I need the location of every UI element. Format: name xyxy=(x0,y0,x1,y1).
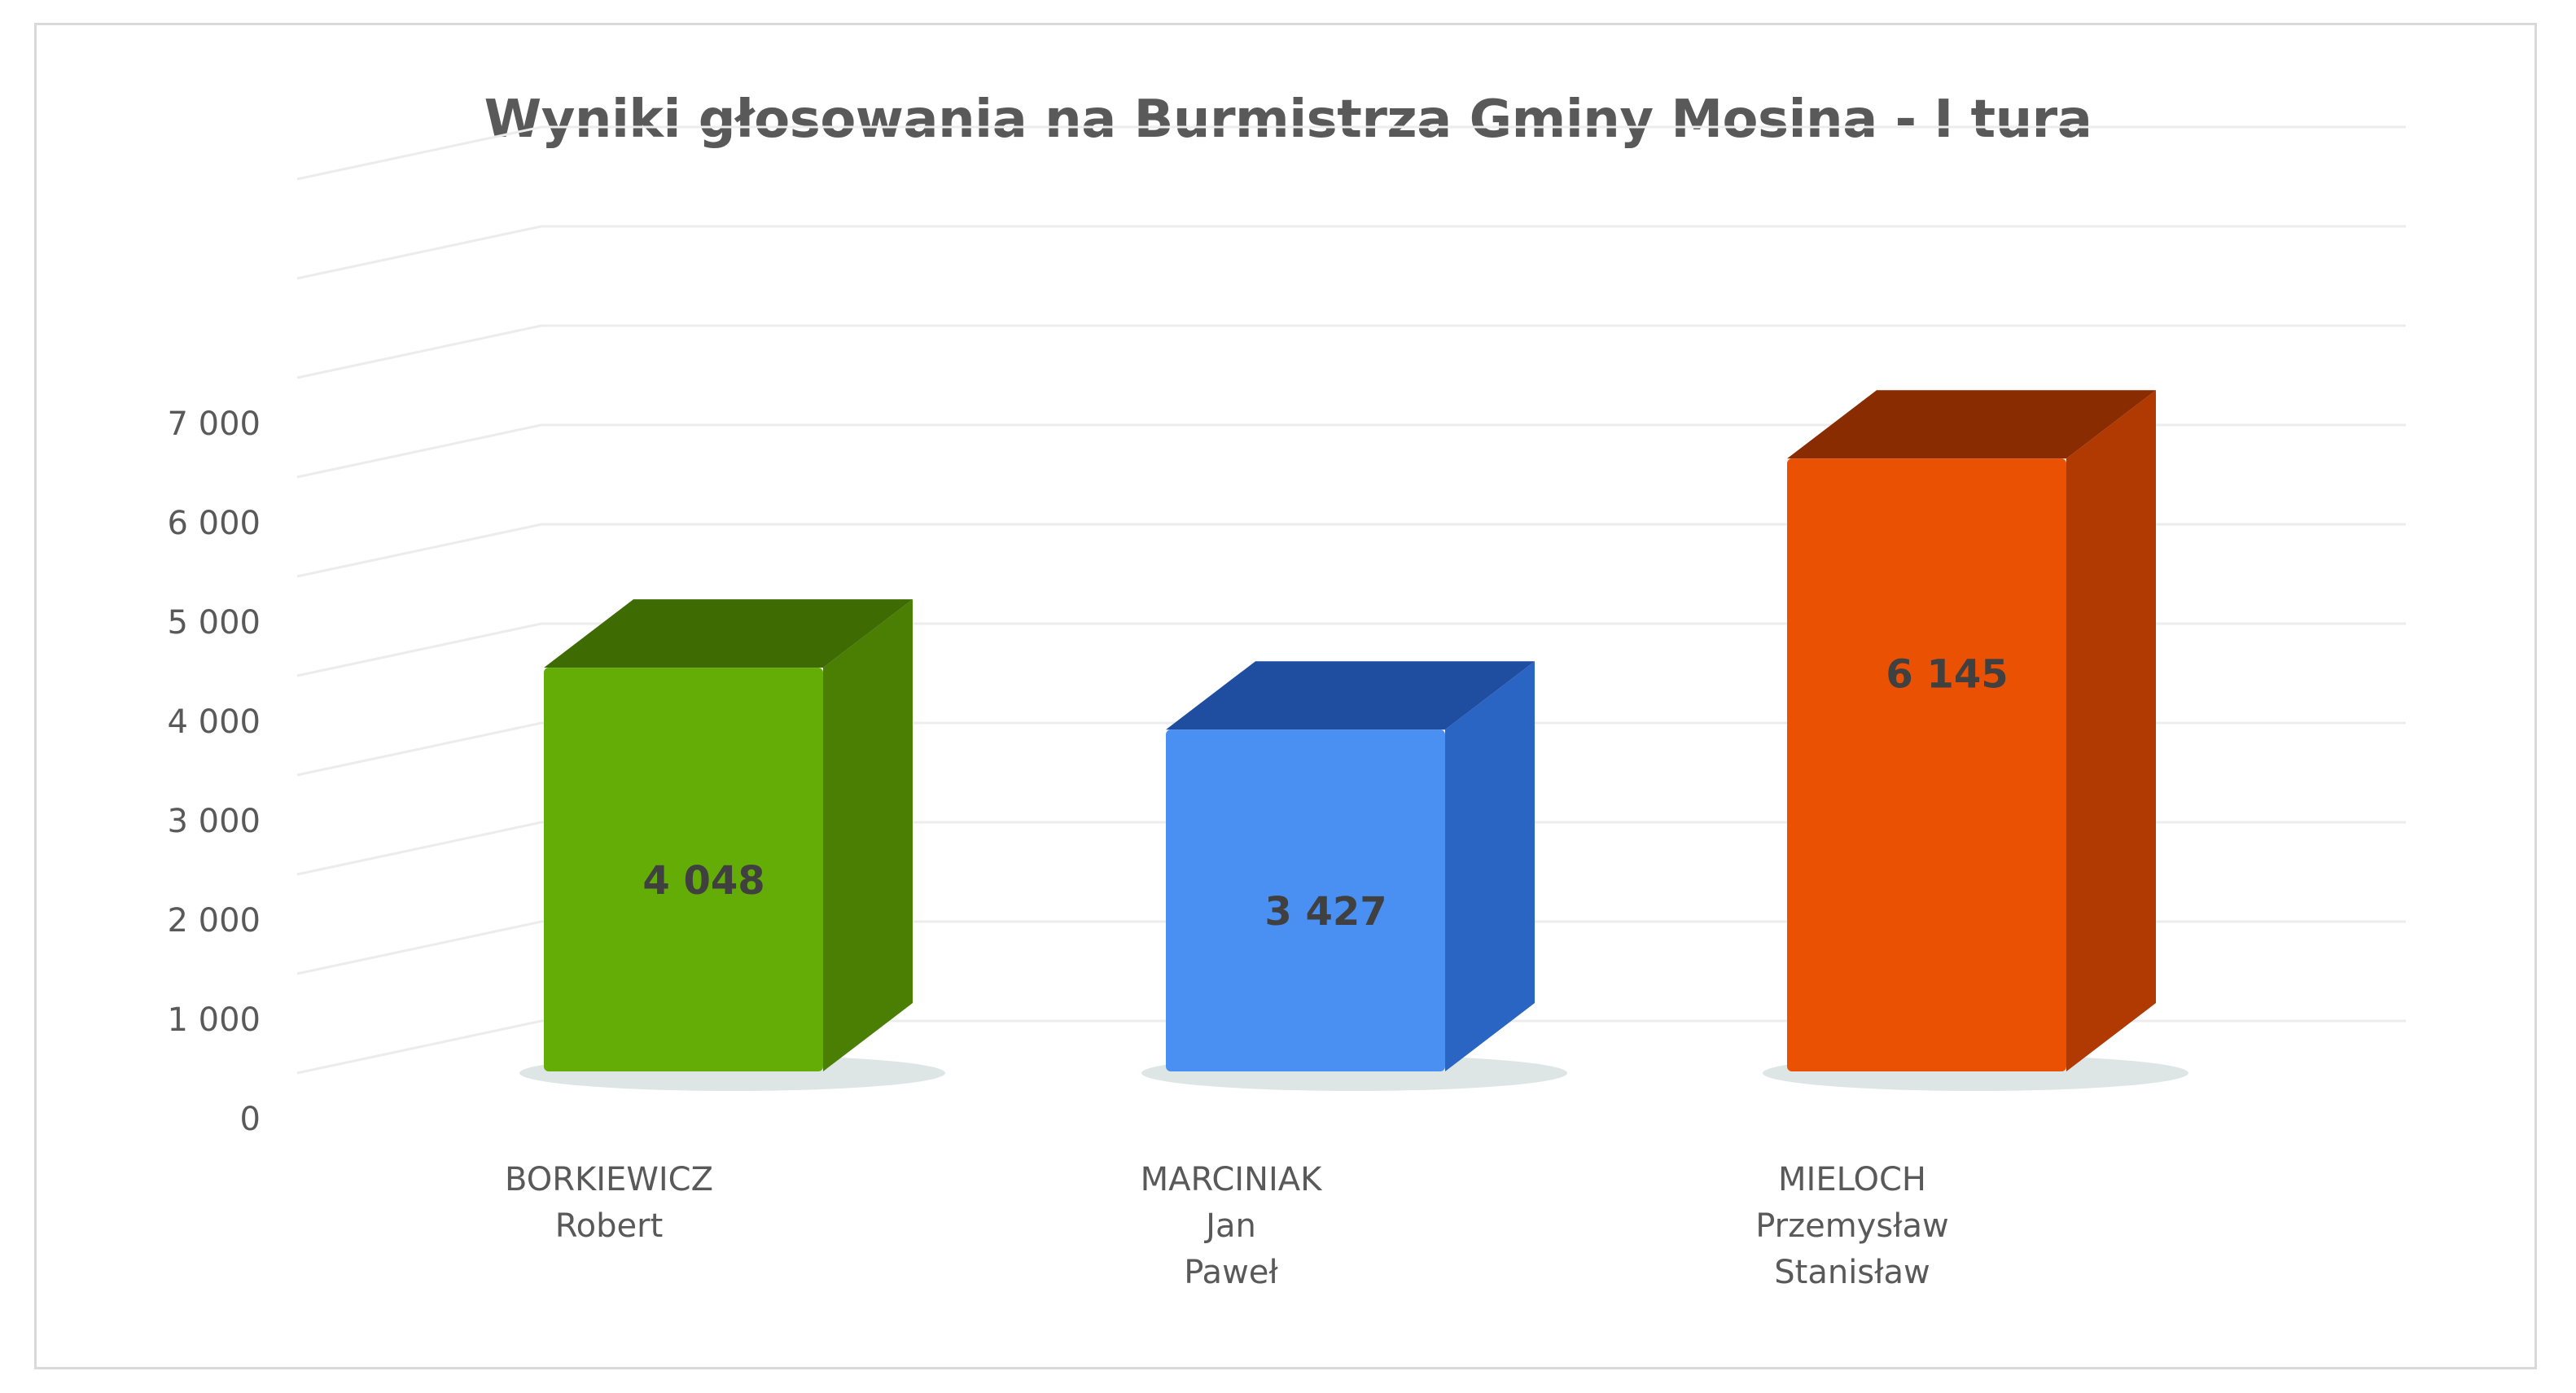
gridline-diagonal xyxy=(296,821,542,876)
bar-front xyxy=(1787,458,2066,1071)
y-tick-label: 2 000 xyxy=(167,902,261,940)
bar-2: 3 427 xyxy=(1141,661,1567,1091)
bar-side xyxy=(1445,661,1535,1071)
category-label: Przemysław xyxy=(1755,1207,1949,1245)
y-tick-label: 4 000 xyxy=(167,703,261,741)
y-axis-ticks: 0 1 000 2 000 3 000 4 000 5 000 6 000 7 000 xyxy=(167,405,261,1138)
bar-top xyxy=(1166,661,1535,730)
bar-value-label: 6 145 xyxy=(1886,652,2008,698)
y-tick-label: 3 000 xyxy=(167,803,261,840)
bars: 4 048 3 427 6 145 xyxy=(519,390,2188,1091)
bar-3: 6 145 xyxy=(1763,390,2188,1091)
bar-top xyxy=(544,599,913,668)
gridline-diagonal xyxy=(296,1019,542,1075)
gridline-diagonal xyxy=(296,523,542,578)
chart-title: Wyniki głosowania na Burmistrza Gminy Mo… xyxy=(484,90,2092,150)
category-label: BORKIEWICZ xyxy=(505,1161,713,1198)
y-tick-label: 5 000 xyxy=(167,604,261,642)
gridline-diagonal xyxy=(296,920,542,975)
gridline-diagonal xyxy=(296,622,542,677)
category-label: MARCINIAK xyxy=(1141,1161,1323,1198)
y-tick-label: 1 000 xyxy=(167,1001,261,1039)
gridline-diagonal xyxy=(296,225,542,280)
category-label: Jan xyxy=(1203,1207,1256,1245)
y-tick-label: 7 000 xyxy=(167,405,261,443)
bar-side xyxy=(823,599,913,1071)
bar-value-label: 3 427 xyxy=(1264,889,1387,935)
y-tick-label: 0 xyxy=(240,1101,261,1138)
category-label: MIELOCH xyxy=(1778,1161,1926,1198)
gridline-diagonal xyxy=(296,324,542,379)
bar-front xyxy=(544,668,823,1071)
gridline-diagonal xyxy=(296,423,542,479)
bar-top xyxy=(1787,390,2156,459)
bar-1: 4 048 xyxy=(519,599,945,1091)
category-label: Robert xyxy=(555,1207,664,1245)
category-label: Stanisław xyxy=(1774,1254,1930,1291)
category-labels: BORKIEWICZ Robert MARCINIAK Jan Paweł MIELOCH… xyxy=(505,1161,1949,1291)
category-label: Paweł xyxy=(1184,1254,1278,1291)
bar-front xyxy=(1166,729,1445,1071)
gridline-diagonal xyxy=(296,721,542,777)
y-tick-label: 6 000 xyxy=(167,505,261,542)
bar-value-label: 4 048 xyxy=(642,858,764,904)
gridline-diagonal xyxy=(296,125,542,181)
bar-side xyxy=(2066,390,2156,1071)
